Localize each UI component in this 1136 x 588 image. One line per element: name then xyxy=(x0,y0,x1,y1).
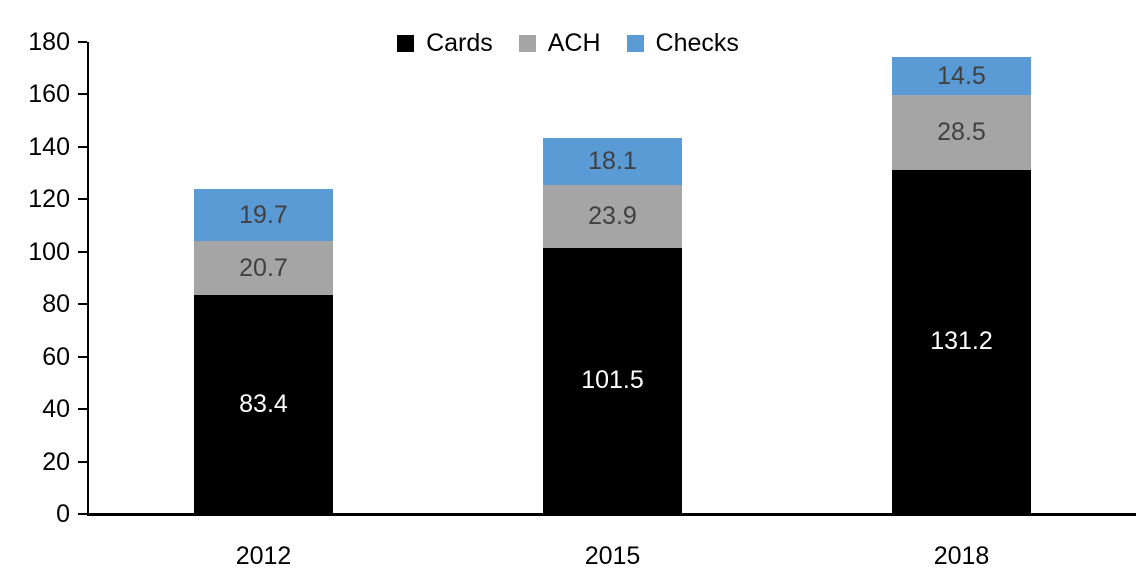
y-tick-label: 160 xyxy=(28,80,70,109)
y-tick-label: 60 xyxy=(42,342,70,371)
y-tick-label: 180 xyxy=(28,28,70,56)
y-axis-line xyxy=(87,42,89,516)
bar-value-label: 14.5 xyxy=(937,61,986,90)
y-tick-mark xyxy=(78,513,87,515)
legend-label: Cards xyxy=(426,29,493,57)
y-tick-label: 40 xyxy=(42,395,70,424)
legend-swatch-icon xyxy=(397,35,415,52)
y-tick-mark xyxy=(78,93,87,96)
bar-segment-checks-2018: 14.5 xyxy=(892,57,1031,96)
y-tick-label: 80 xyxy=(42,290,70,319)
y-tick-mark xyxy=(78,408,87,411)
bar-segment-ach-2015: 23.9 xyxy=(543,185,682,248)
bar-value-label: 101.5 xyxy=(581,366,644,395)
y-tick-label: 120 xyxy=(28,185,70,214)
bar-value-label: 83.4 xyxy=(239,390,288,419)
bar-segment-checks-2012: 19.7 xyxy=(194,189,333,242)
y-tick-mark xyxy=(78,303,87,306)
bar-value-label: 18.1 xyxy=(588,146,637,175)
legend-swatch-icon xyxy=(518,35,536,52)
legend-label: ACH xyxy=(547,29,601,57)
legend: Cards ACH Checks xyxy=(0,31,1136,56)
y-tick-mark xyxy=(78,41,87,43)
bar-value-label: 131.2 xyxy=(930,327,993,356)
bar-value-label: 28.5 xyxy=(937,118,986,147)
bar-segment-cards-2018: 131.2 xyxy=(892,169,1031,514)
legend-item-cards: Cards xyxy=(397,31,493,56)
y-tick-label: 0 xyxy=(56,500,70,528)
y-tick-label: 100 xyxy=(28,237,70,266)
x-category-label: 2015 xyxy=(584,542,641,570)
bar-value-label: 23.9 xyxy=(588,202,637,230)
y-tick-mark xyxy=(78,198,87,201)
y-tick-mark xyxy=(78,145,87,148)
y-tick-mark xyxy=(78,355,87,358)
y-tick-label: 20 xyxy=(42,447,70,476)
y-tick-mark xyxy=(78,460,87,463)
y-tick-label: 140 xyxy=(28,132,70,161)
bar-segment-ach-2012: 20.7 xyxy=(194,241,333,296)
legend-item-ach: ACH xyxy=(518,29,601,57)
legend-swatch-icon xyxy=(626,35,644,52)
bar-value-label: 20.7 xyxy=(239,253,288,282)
x-category-label: 2018 xyxy=(933,542,990,570)
bar-value-label: 19.7 xyxy=(239,200,288,229)
x-axis-line xyxy=(87,513,1136,516)
bar-segment-ach-2018: 28.5 xyxy=(892,95,1031,170)
bar-segment-checks-2015: 18.1 xyxy=(543,137,682,186)
bar-segment-cards-2012: 83.4 xyxy=(194,295,333,514)
x-category-label: 2012 xyxy=(235,542,292,570)
legend-item-checks: Checks xyxy=(626,29,739,57)
y-tick-mark xyxy=(78,250,87,253)
bar-segment-cards-2015: 101.5 xyxy=(543,247,682,514)
legend-label: Checks xyxy=(655,29,739,57)
